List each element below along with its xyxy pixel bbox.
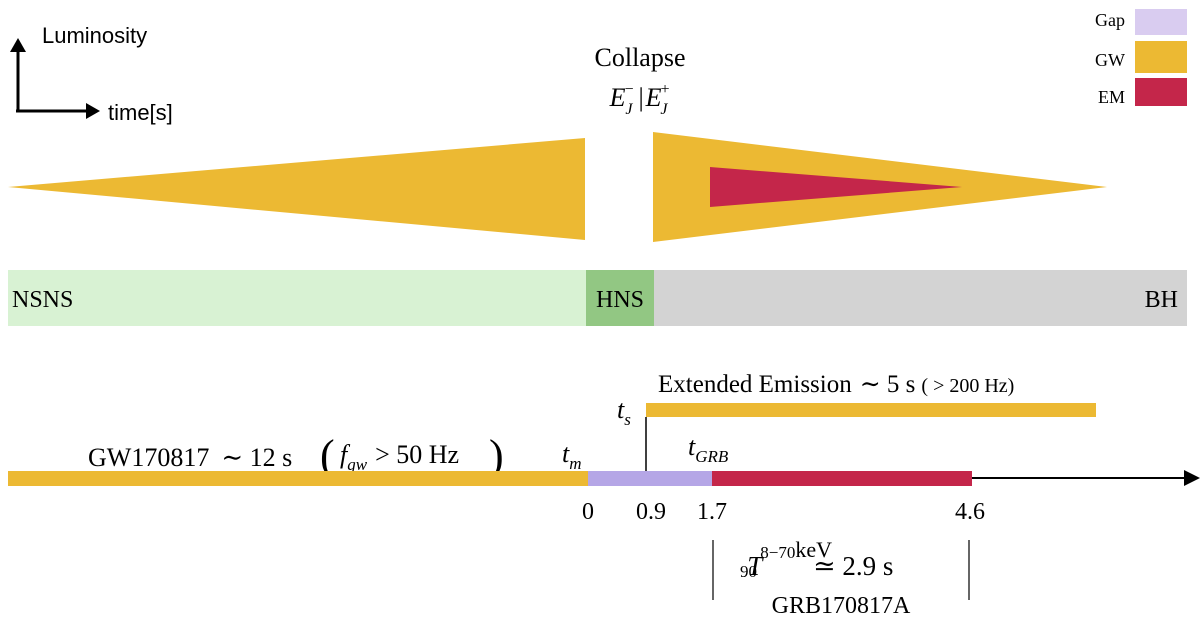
legend-swatch-gw: [1135, 41, 1187, 73]
tick-label-1-7: 1.7: [697, 499, 727, 525]
collapse-energy: E− J |E+ J: [609, 81, 671, 118]
collapse-title: Collapse: [595, 43, 686, 72]
tick-label-0-9: 0.9: [636, 499, 666, 525]
phase-nsns-label: NSNS: [12, 287, 73, 313]
legend-swatch-em: [1135, 78, 1187, 106]
legend: Gap GW EM: [1095, 9, 1187, 107]
t90-annotation: T8−70keV 90 ≃ 2.9 s GRB170817A: [712, 537, 970, 619]
gw-freq-text: fgw > 50 Hz: [340, 440, 459, 474]
phase-hns: [586, 270, 654, 326]
gw-event-text: GW170817 ∼ 12 s: [88, 443, 292, 472]
gw-paren-close: ): [489, 431, 504, 480]
timeline-arrowhead: [1184, 470, 1200, 486]
luminosity-label: Luminosity: [42, 23, 147, 48]
grb-name-label: GRB170817A: [772, 593, 911, 619]
legend-label-em: EM: [1098, 87, 1125, 107]
phase-bar: NSNS HNS BH: [8, 270, 1187, 326]
gw-paren-open: (: [320, 431, 335, 480]
phase-bh: [654, 270, 1187, 326]
extended-emission: Extended Emission ∼ 5 s( > 200 Hz): [646, 371, 1096, 417]
luminosity-shapes: [8, 132, 1107, 242]
tick-label-0: 0: [582, 499, 594, 525]
ts-label: ts: [617, 395, 631, 429]
phase-nsns: [8, 270, 586, 326]
axes-hint: Luminosity time[s]: [10, 23, 173, 125]
tick-label-4-6: 4.6: [955, 499, 985, 525]
legend-swatch-gap: [1135, 9, 1187, 35]
timeline: [8, 470, 1200, 486]
timeline-gw-segment: [8, 471, 588, 486]
extended-emission-label: Extended Emission ∼ 5 s( > 200 Hz): [658, 371, 1014, 398]
tick-labels: 0 0.9 1.7 4.6: [582, 499, 985, 525]
tm-label: tm: [562, 439, 582, 473]
collapse-label: Collapse E− J |E+ J: [595, 43, 686, 118]
gw-event-label: GW170817 ∼ 12 s ( fgw > 50 Hz ): [88, 431, 504, 480]
ts-marker: ts: [617, 395, 647, 471]
timeline-gap-segment: [588, 471, 712, 486]
t90-label: T8−70keV 90 ≃ 2.9 s: [740, 537, 893, 581]
phase-hns-label: HNS: [596, 287, 644, 313]
tgrb-label: tGRB: [688, 432, 729, 466]
time-label: time[s]: [108, 100, 173, 125]
legend-label-gap: Gap: [1095, 10, 1125, 30]
em-emission-wedge: [710, 167, 962, 207]
extended-emission-bar: [646, 403, 1096, 417]
gw-inspiral-wedge: [8, 138, 585, 240]
phase-bh-label: BH: [1145, 287, 1178, 313]
time-arrowhead: [86, 103, 100, 119]
timeline-em-segment: [712, 471, 972, 486]
legend-label-gw: GW: [1095, 50, 1125, 70]
luminosity-arrowhead: [10, 38, 26, 52]
